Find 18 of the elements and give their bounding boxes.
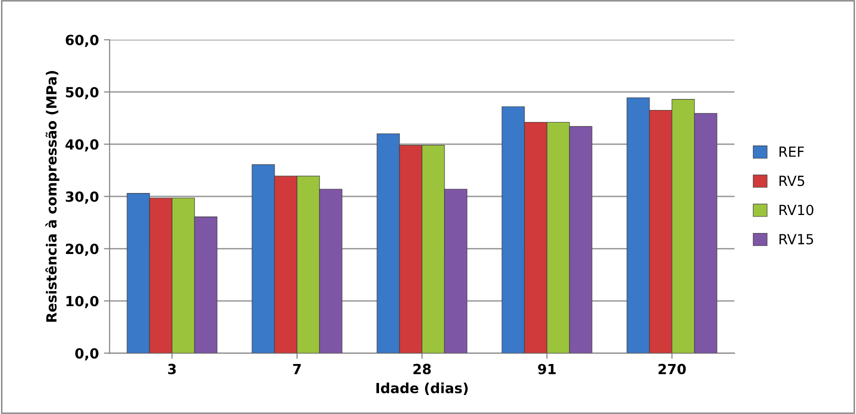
- legend-label: RV15: [780, 234, 814, 244]
- y-tick-label: 10,0: [66, 296, 98, 308]
- y-tick-label: 60,0: [66, 34, 98, 47]
- x-tick-label: 91: [538, 364, 556, 374]
- x-tick-label: 7: [293, 364, 301, 374]
- x-tick-label: 270: [658, 364, 686, 374]
- y-tick-label: 50,0: [66, 86, 98, 100]
- x-axis-title: Idade (dias): [376, 382, 468, 395]
- y-axis-title: Resistência à compressão (MPa): [45, 71, 60, 322]
- x-tick-label: 28: [413, 364, 431, 374]
- legend-label: REF: [780, 146, 804, 157]
- legend-label: RV10: [780, 204, 814, 216]
- y-tick-label: 20,0: [66, 244, 98, 256]
- x-tick-label: 3: [168, 364, 176, 374]
- legend-label: RV5: [780, 176, 804, 186]
- y-tick-label: 40,0: [66, 139, 98, 152]
- y-tick-label: 0,0: [75, 348, 98, 360]
- y-tick-label: 30,0: [66, 191, 98, 204]
